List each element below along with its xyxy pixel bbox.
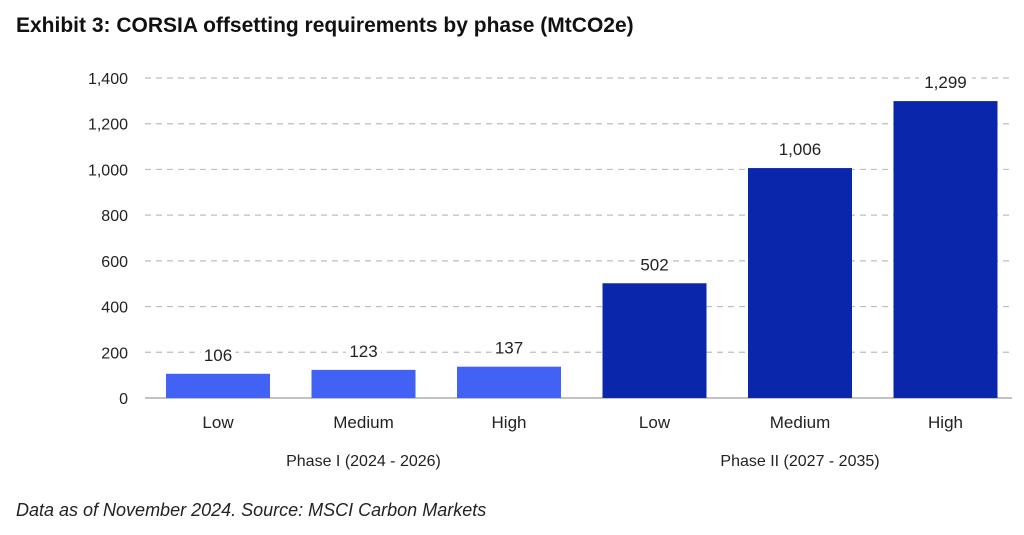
chart-title: Exhibit 3: CORSIA offsetting requirement… [16,14,634,37]
value-label: 1,299 [924,73,967,92]
value-label-background [491,336,527,357]
value-label: 502 [640,255,668,274]
value-label: 106 [204,346,232,365]
bar [311,369,416,398]
y-tick-label: 1,200 [88,117,128,134]
y-tick-label: 1,400 [88,71,128,88]
bar [166,373,270,398]
x-category-label: Low [202,413,234,432]
bar [893,101,998,398]
x-category-label: Low [639,413,671,432]
bar [748,168,852,398]
bar [602,283,707,398]
value-label-background [346,339,381,360]
value-label: 1,006 [779,140,822,159]
x-category-label: High [492,413,527,432]
y-tick-label: 1,000 [88,162,128,179]
value-label-background [773,138,827,159]
value-label-background [637,253,672,274]
x-category-label: Medium [333,413,393,432]
bar-chart: 0 200 400 600 800 1,000 1,200 1,400 106 Low 123 Med… [88,71,1012,470]
phase-group-label: Phase II (2027 - 2035) [720,453,879,470]
bar [457,366,561,398]
x-category-label: High [928,413,963,432]
y-tick-label: 400 [101,300,128,317]
value-label-background [200,343,236,364]
phase-group-label: Phase I (2024 - 2026) [286,453,441,470]
value-label-background [919,71,972,92]
value-label: 123 [349,342,377,361]
y-tick-label: 0 [119,391,128,408]
source-footnote: Data as of November 2024. Source: MSCI C… [16,500,487,520]
value-label: 137 [495,339,523,358]
y-tick-label: 200 [101,345,128,362]
x-category-label: Medium [770,413,830,432]
y-tick-label: 600 [101,254,128,271]
y-tick-label: 800 [101,208,128,225]
